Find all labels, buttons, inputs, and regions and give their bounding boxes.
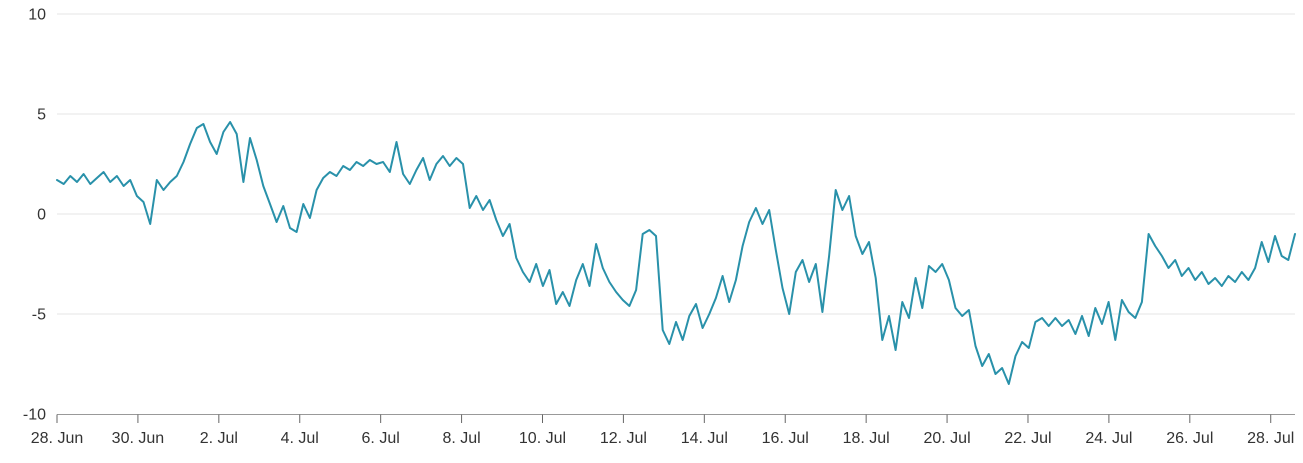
y-axis-label: 5	[37, 107, 46, 124]
x-axis-label: 28. Jun	[31, 430, 83, 447]
x-axis-label: 22. Jul	[1004, 430, 1051, 447]
y-axis-labels-group: 10 5 0 -5 -10	[23, 7, 46, 424]
x-axis-label: 6. Jul	[362, 430, 400, 447]
x-axis-label: 4. Jul	[281, 430, 319, 447]
x-axis-label: 14. Jul	[681, 430, 728, 447]
x-axis-group: 28. Jun 30. Jun 2. Jul 4. Jul 6. Jul 8. Jul 10…	[31, 414, 1295, 447]
plot-area[interactable]	[57, 14, 1295, 414]
x-axis-label: 20. Jul	[923, 430, 970, 447]
x-axis-label: 16. Jul	[762, 430, 809, 447]
y-axis-label: -5	[32, 307, 46, 324]
x-axis-label: 10. Jul	[519, 430, 566, 447]
x-axis-label: 18. Jul	[843, 430, 890, 447]
y-axis-label: 10	[28, 7, 46, 24]
gridlines-group	[57, 13, 1295, 315]
x-axis-label: 12. Jul	[600, 430, 647, 447]
x-axis-label: 2. Jul	[200, 430, 238, 447]
x-axis-label: 30. Jun	[112, 430, 164, 447]
x-axis-label: 26. Jul	[1166, 430, 1213, 447]
x-axis-label: 8. Jul	[442, 430, 480, 447]
series-group	[56, 121, 1296, 385]
y-axis-label: 0	[37, 207, 46, 224]
series-line	[56, 121, 1296, 385]
x-axis-label: 24. Jul	[1085, 430, 1132, 447]
x-axis-label: 28. Jul	[1247, 430, 1294, 447]
y-axis-label: -10	[23, 407, 46, 424]
